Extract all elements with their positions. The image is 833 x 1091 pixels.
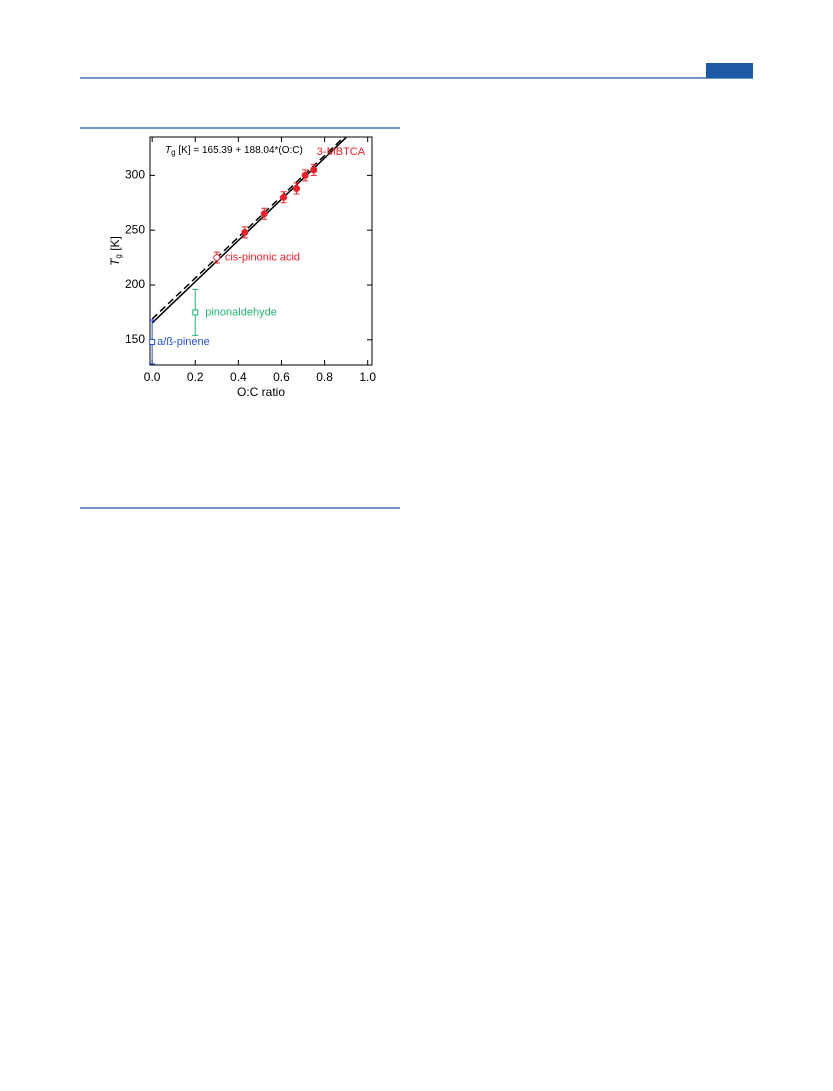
y-axis-label-symbol: T: [108, 257, 122, 266]
point: [192, 309, 199, 316]
point: [301, 171, 309, 179]
y-tick-label: 300: [125, 168, 145, 182]
x-tick-label: 0.4: [230, 370, 247, 384]
point: [241, 228, 249, 236]
x-tick-label: 0.8: [316, 370, 333, 384]
point: [260, 210, 268, 218]
point: [149, 338, 156, 345]
fit-line: [151, 136, 347, 324]
series-label: pinonaldehyde: [205, 306, 277, 318]
annotation: Tg [K] = 165.39 + 188.04*(O:C): [165, 145, 303, 157]
y-axis-label: Tg [K]: [108, 236, 123, 266]
x-tick-label: 1.0: [359, 370, 376, 384]
plot-frame: [149, 136, 373, 366]
series-label: cis-pinonic acid: [225, 251, 300, 263]
point: [293, 185, 301, 193]
y-axis-label-subscript: g: [114, 254, 123, 258]
series-label: 3-MBTCA: [317, 146, 366, 158]
series-label: a/ß-pinene: [157, 336, 210, 348]
x-tick-label: 0.6: [273, 370, 290, 384]
annotation-text: [K] = 165.39 + 188.04*(O:C): [176, 145, 303, 156]
point: [310, 166, 318, 174]
x-tick-label: 0.2: [187, 370, 204, 384]
y-tick-label: 150: [125, 332, 145, 346]
header-tab: [706, 63, 753, 78]
y-tick-label: 250: [125, 222, 145, 236]
annotation-symbol: T: [165, 145, 172, 156]
y-tick-label: 200: [125, 277, 145, 291]
x-tick-label: 0.0: [144, 370, 161, 384]
annotation-subscript: g: [171, 148, 175, 157]
x-axis-label: O:C ratio: [237, 385, 285, 399]
chart: 0.0 0.2 0.4 0.6 0.8 1.0 150 200 250 300 O:C ratio T…: [108, 136, 376, 399]
y-axis-label-text: [K]: [108, 236, 122, 254]
point: [280, 193, 288, 201]
point: [213, 254, 221, 262]
